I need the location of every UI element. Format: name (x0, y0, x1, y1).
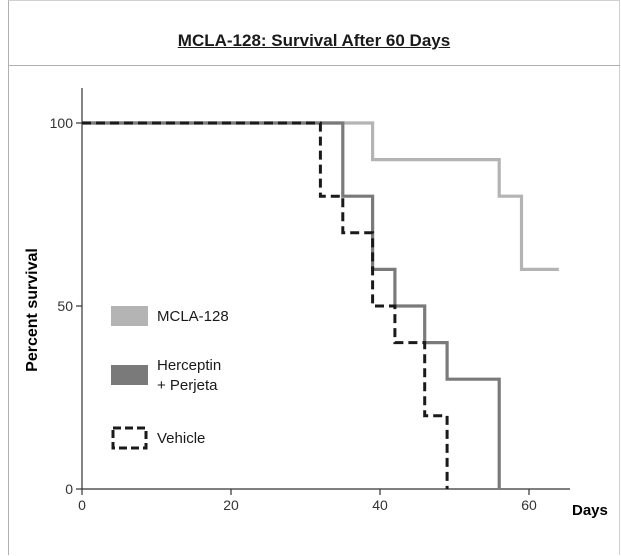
ticks: 0 20 40 60 0 50 100 (50, 115, 537, 513)
legend-label-line: + Perjeta (157, 377, 218, 394)
x-tick-label: 20 (223, 497, 239, 513)
legend-label-line: Vehicle (157, 430, 205, 447)
series-line-0 (82, 121, 559, 271)
x-tick-label: 60 (521, 497, 537, 513)
y-tick-label: 100 (50, 115, 74, 131)
x-tick-label: 40 (372, 497, 388, 513)
legend-label-line: Herceptin (157, 357, 221, 374)
y-tick-label: 50 (57, 298, 73, 314)
legend-label-0: MCLA-128 (157, 308, 229, 325)
legend-label-line: MCLA-128 (157, 308, 229, 325)
legend-label-1: Herceptin + Perjeta (157, 357, 221, 394)
legend: MCLA-128 Herceptin + Perjeta Vehicle (111, 306, 229, 450)
chart-header: MCLA-128: Survival After 60 Days (8, 0, 620, 66)
y-tick-label: 0 (65, 481, 73, 497)
figure-frame (8, 0, 620, 555)
series-lines (82, 121, 559, 489)
legend-swatch-1 (111, 365, 148, 385)
legend-label-2: Vehicle (157, 430, 205, 447)
x-axis-label: Days (572, 502, 608, 519)
axes (81, 88, 570, 490)
y-axis-label: Percent survival (24, 248, 41, 372)
x-tick-label: 0 (78, 497, 86, 513)
chart-title: MCLA-128: Survival After 60 Days (177, 31, 451, 50)
series-line-2 (82, 121, 449, 489)
legend-swatch-0 (111, 306, 148, 326)
legend-swatch-2 (111, 426, 148, 450)
